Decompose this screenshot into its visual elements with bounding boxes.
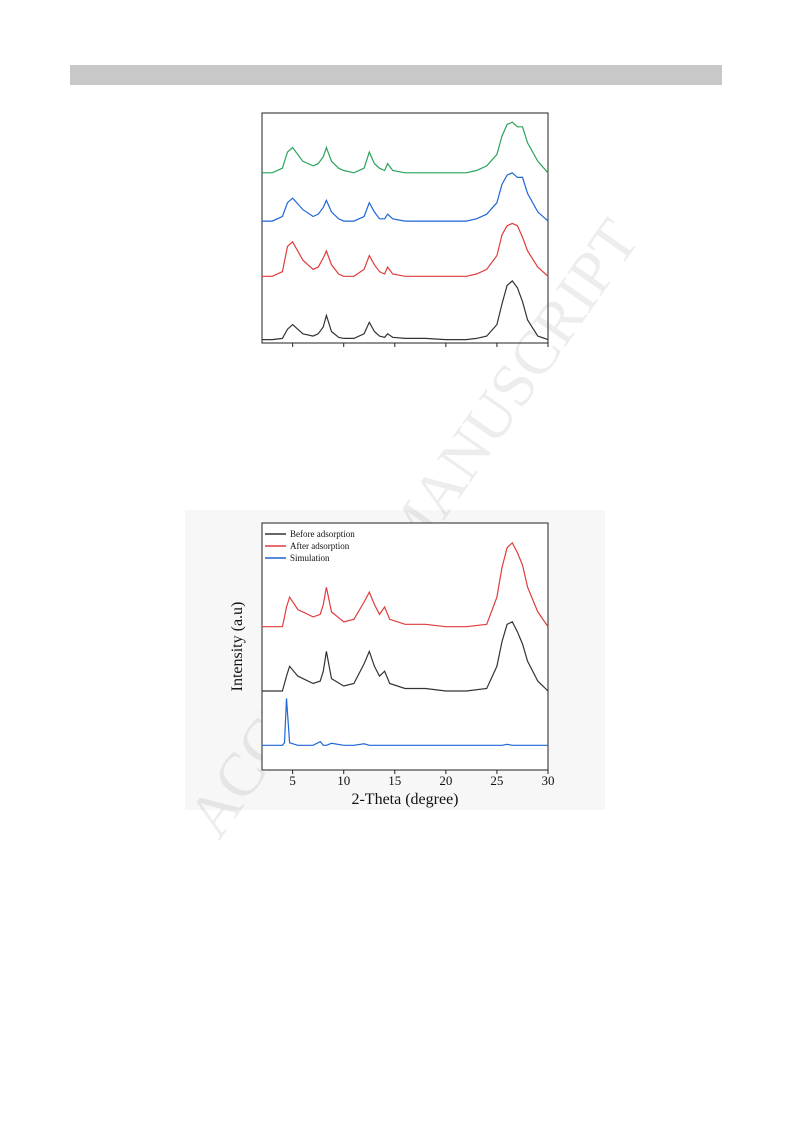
series-line — [262, 541, 549, 628]
series-line — [262, 172, 549, 222]
plot-frame — [261, 112, 549, 344]
x-tick-label: 5 — [289, 773, 296, 788]
series-line — [262, 222, 549, 277]
x-tick-label: 15 — [388, 773, 401, 788]
x-tick-label: 10 — [337, 773, 350, 788]
legend-label: Simulation — [290, 553, 330, 563]
x-tick-label: 30 — [542, 773, 555, 788]
plot-frame — [261, 522, 549, 771]
series-line — [262, 280, 549, 341]
series-line — [262, 621, 549, 692]
y-axis-label: Intensity (a.u) — [229, 602, 246, 692]
legend-label: Before adsorption — [290, 529, 355, 539]
series-line — [262, 121, 549, 174]
x-tick-label: 25 — [490, 773, 503, 788]
header-bar — [70, 65, 722, 85]
x-tick-label: 20 — [439, 773, 452, 788]
x-axis-label: 2-Theta (degree) — [351, 791, 458, 808]
series-line — [262, 698, 548, 746]
legend-label: After adsorption — [290, 541, 350, 551]
